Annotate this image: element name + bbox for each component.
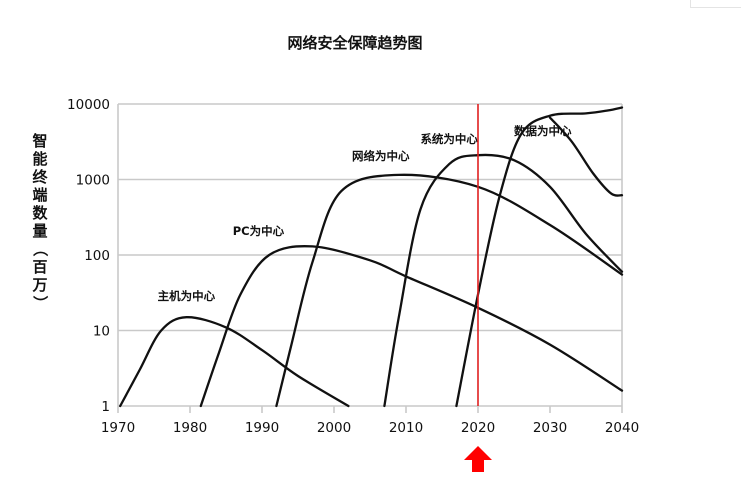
y-axis-label-char: 数	[32, 204, 48, 222]
y-axis-label-char: 量	[32, 222, 47, 240]
series-line-network	[275, 173, 624, 408]
corner-box	[690, 0, 741, 8]
series-label-system: 系统为中心	[420, 132, 478, 146]
y-axis-label-char: 智	[32, 132, 47, 150]
y-tick-label: 1000	[76, 173, 110, 189]
y-axis-label-char: 能	[32, 150, 47, 168]
reference-layer	[464, 104, 492, 472]
x-tick-label: 2030	[533, 420, 567, 436]
x-tick-label: 2010	[389, 420, 423, 436]
y-axis-label-char: 终	[32, 168, 48, 186]
y-tick-label: 100	[84, 248, 110, 264]
y-axis-label-char: 端	[32, 186, 47, 204]
y-tick-label: 10	[93, 324, 110, 340]
y-tick-label: 10000	[67, 97, 110, 113]
x-tick-label: 2000	[317, 420, 351, 436]
x-tick-label: 1970	[101, 420, 135, 436]
series-line-pc	[199, 245, 624, 408]
series-label-network: 网络为中心	[352, 149, 410, 163]
up-arrow-icon	[464, 446, 492, 472]
series-line-data-tail	[548, 116, 624, 197]
series-label-data: 数据为中心	[514, 124, 572, 138]
x-tick-label: 2040	[605, 420, 639, 436]
x-tick-label: 1990	[245, 420, 279, 436]
y-axis-label-char: 百	[32, 258, 47, 276]
chart-title: 网络安全保障趋势图	[287, 34, 422, 52]
series-label-pc: PC为中心	[233, 224, 285, 238]
axis-layer: 1 10 100 1000 10000 1970 1980 1990 2000 2010 2020 2…	[67, 97, 639, 436]
series-line-mainframe	[119, 316, 350, 408]
x-tick-label: 1980	[173, 420, 207, 436]
y-tick-label: 1	[101, 399, 110, 415]
y-axis-label-char: ）	[31, 295, 49, 310]
series-label-mainframe: 主机为中心	[158, 289, 216, 303]
x-tick-label: 2020	[461, 420, 495, 436]
y-axis-label-char: 万	[31, 276, 47, 294]
series-line-system	[383, 153, 624, 408]
y-axis-label-char: （	[31, 241, 49, 256]
